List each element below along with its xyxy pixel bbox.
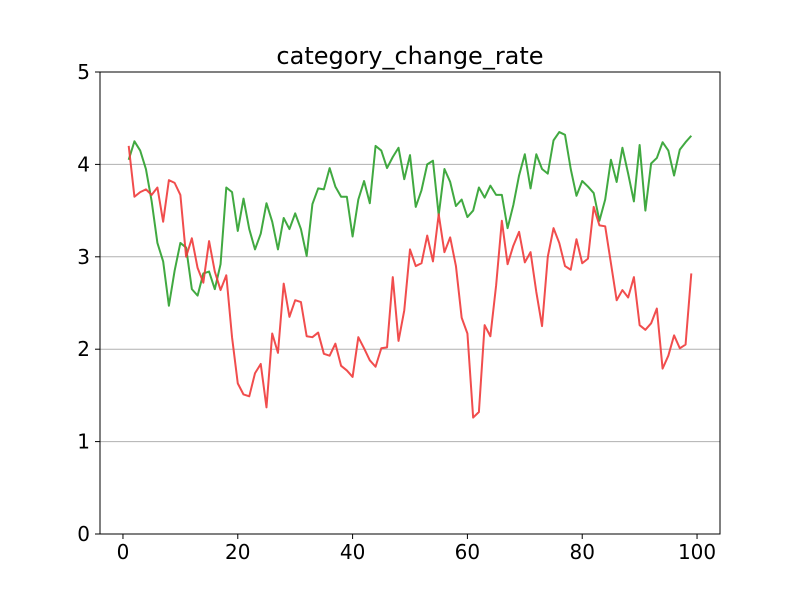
x-tick-label-100: 100 [678,540,716,564]
series-line-1 [127,131,693,307]
y-tick-label-5: 5 [77,60,90,84]
y-tick-label-2: 2 [77,337,90,361]
x-tick-label-60: 60 [455,540,480,564]
chart-title: category_change_rate [276,42,543,70]
series-line-2 [127,145,693,419]
axes [99,71,721,535]
x-tick-label-40: 40 [340,540,365,564]
y-tick-label-4: 4 [77,152,90,176]
x-tick-label-20: 20 [225,540,250,564]
tick-layer: 0 20 40 60 80 100 0 1 2 3 4 5 [77,60,716,564]
x-tick-label-0: 0 [117,540,130,564]
x-tick-label-80: 80 [569,540,594,564]
y-tick-label-0: 0 [77,522,90,546]
y-tick-label-1: 1 [77,430,90,454]
series-layer [127,131,693,419]
y-tick-label-3: 3 [77,245,90,269]
plot-frame [99,71,721,535]
